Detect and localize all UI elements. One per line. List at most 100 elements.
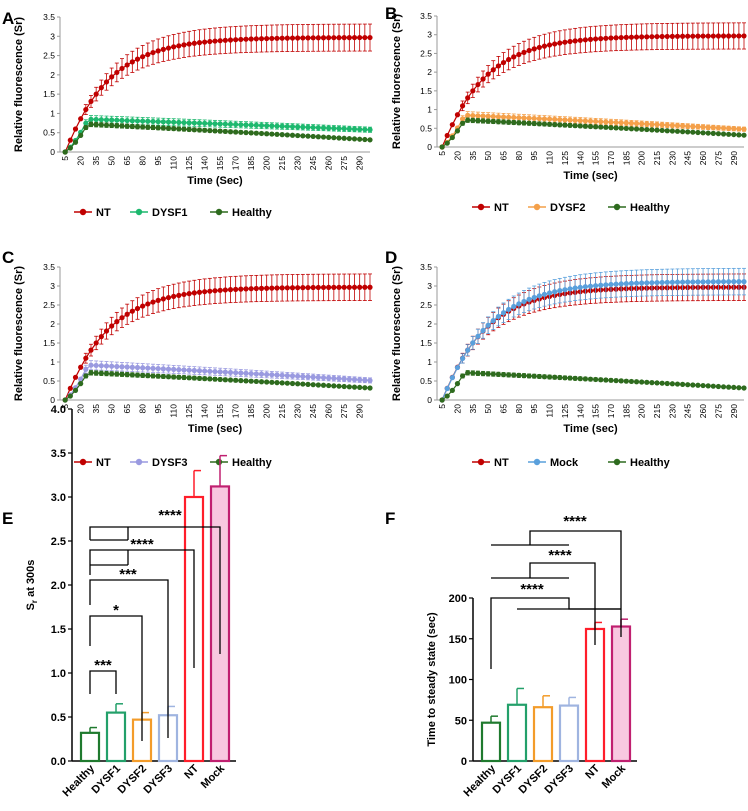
data-point bbox=[552, 122, 558, 128]
data-point bbox=[165, 125, 172, 131]
x-axis-title: Time (Sec) bbox=[187, 175, 243, 187]
data-point bbox=[623, 125, 629, 132]
data-point bbox=[536, 121, 542, 127]
data-point bbox=[88, 347, 94, 353]
data-point bbox=[320, 125, 327, 131]
y-tick-label: 100 bbox=[449, 675, 467, 687]
significance-E: *************** bbox=[89, 507, 221, 741]
legend-label: Healthy bbox=[232, 457, 273, 469]
data-point bbox=[475, 81, 481, 88]
data-point bbox=[289, 124, 296, 130]
x-tick-label: 260 bbox=[324, 156, 334, 170]
data-point bbox=[644, 379, 650, 385]
data-point bbox=[521, 115, 527, 121]
data-point bbox=[129, 364, 135, 370]
data-point bbox=[439, 397, 445, 403]
data-point bbox=[557, 40, 563, 46]
data-point bbox=[134, 118, 141, 124]
data-point bbox=[521, 49, 527, 55]
y-tick-label: 2 bbox=[427, 67, 432, 77]
x-tick-label: 35 bbox=[91, 156, 101, 166]
data-point bbox=[659, 33, 665, 40]
data-point bbox=[326, 284, 332, 291]
data-point bbox=[741, 132, 747, 138]
data-point bbox=[217, 287, 223, 293]
data-point bbox=[654, 127, 660, 133]
data-point bbox=[331, 125, 337, 131]
data-point bbox=[176, 43, 182, 49]
category-label: NT bbox=[182, 762, 201, 781]
data-point bbox=[357, 384, 363, 391]
data-point bbox=[572, 117, 578, 123]
x-tick-label: 80 bbox=[138, 404, 148, 414]
data-point bbox=[633, 34, 640, 40]
data-point bbox=[485, 371, 491, 377]
data-point bbox=[690, 33, 696, 39]
data-point bbox=[618, 120, 624, 126]
data-point bbox=[608, 377, 614, 383]
data-point bbox=[269, 285, 275, 291]
data-point bbox=[227, 129, 234, 135]
data-point bbox=[109, 323, 115, 329]
data-point bbox=[639, 121, 645, 127]
x-tick-label: 290 bbox=[355, 156, 365, 170]
data-point bbox=[181, 367, 187, 373]
data-point bbox=[598, 36, 604, 42]
y-axis-title-sub: r bbox=[30, 600, 39, 603]
data-point bbox=[705, 130, 711, 136]
legend-marker bbox=[533, 203, 541, 211]
data-point bbox=[680, 381, 686, 387]
data-point bbox=[196, 375, 203, 381]
data-point bbox=[736, 33, 742, 39]
data-point bbox=[608, 119, 614, 125]
data-point bbox=[654, 279, 660, 286]
data-point bbox=[295, 373, 301, 379]
data-point bbox=[227, 377, 234, 383]
legend-label: NT bbox=[96, 207, 111, 219]
data-point bbox=[567, 286, 573, 292]
y-tick-label: 2.5 bbox=[43, 51, 55, 61]
data-point bbox=[284, 123, 290, 130]
data-point bbox=[274, 285, 280, 291]
x-tick-label: 35 bbox=[468, 404, 478, 414]
x-tick-label: 215 bbox=[277, 156, 287, 170]
data-point bbox=[639, 126, 645, 132]
data-point bbox=[176, 119, 182, 125]
legend-marker bbox=[215, 208, 223, 216]
data-point bbox=[459, 120, 466, 126]
data-point bbox=[536, 116, 542, 122]
data-point bbox=[470, 340, 476, 346]
data-point bbox=[736, 279, 742, 285]
data-point bbox=[109, 363, 115, 369]
data-point bbox=[264, 285, 270, 291]
data-point bbox=[305, 374, 311, 380]
data-point bbox=[129, 372, 135, 378]
data-point bbox=[598, 119, 604, 125]
data-point bbox=[233, 37, 239, 43]
data-point bbox=[490, 113, 496, 120]
data-point bbox=[186, 367, 192, 373]
data-point bbox=[109, 117, 115, 123]
x-tick-label: 170 bbox=[231, 156, 241, 170]
data-point bbox=[700, 279, 706, 285]
data-point bbox=[274, 35, 280, 41]
data-point bbox=[315, 382, 321, 388]
data-point bbox=[279, 123, 285, 129]
data-point bbox=[720, 33, 727, 39]
x-tick-label: 245 bbox=[308, 404, 318, 418]
data-point bbox=[669, 381, 675, 387]
data-point bbox=[202, 368, 208, 374]
series-DYSF3 bbox=[62, 360, 373, 403]
x-tick-label: 110 bbox=[169, 156, 179, 170]
legend-label: DYSF1 bbox=[152, 207, 187, 219]
data-point bbox=[253, 130, 259, 136]
data-point bbox=[577, 376, 583, 382]
series-NT bbox=[439, 22, 747, 150]
data-point bbox=[485, 113, 491, 119]
data-point bbox=[264, 379, 270, 385]
data-point bbox=[196, 289, 203, 295]
data-point bbox=[165, 294, 172, 301]
x-tick-label: 80 bbox=[138, 156, 148, 166]
x-tick-label: 245 bbox=[683, 151, 693, 165]
data-point bbox=[264, 131, 270, 137]
